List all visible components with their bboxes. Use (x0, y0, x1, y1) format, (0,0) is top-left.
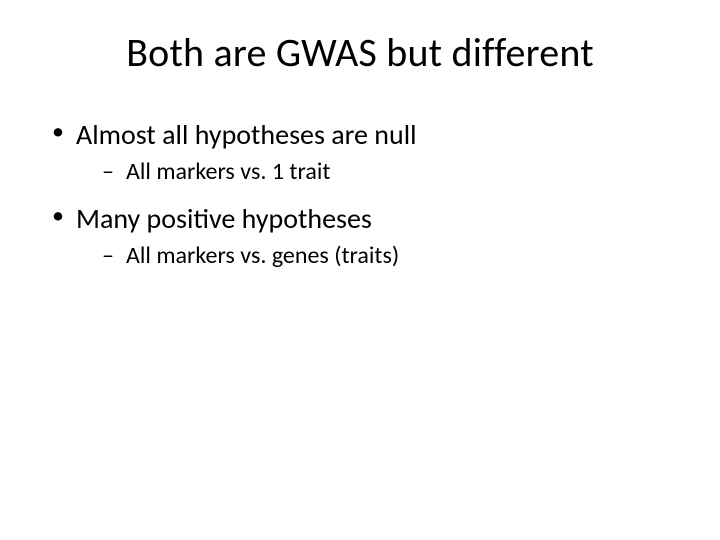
slide-title: Both are GWAS but different (50, 28, 670, 77)
sub-bullet-item: All markers vs. genes (traits) (76, 240, 670, 271)
sub-bullet-text: All markers vs. 1 trait (126, 157, 330, 186)
bullet-item: Almost all hypotheses are null All marke… (50, 117, 670, 187)
slide: Both are GWAS but different Almost all h… (0, 0, 720, 540)
bullet-list: Almost all hypotheses are null All marke… (50, 117, 670, 271)
bullet-item: Many positive hypotheses All markers vs.… (50, 201, 670, 271)
sub-bullet-item: All markers vs. 1 trait (76, 156, 670, 187)
bullet-text: Many positive hypotheses (76, 201, 372, 236)
sub-bullet-list: All markers vs. 1 trait (76, 156, 670, 187)
bullet-text: Almost all hypotheses are null (76, 117, 417, 152)
sub-bullet-list: All markers vs. genes (traits) (76, 240, 670, 271)
sub-bullet-text: All markers vs. genes (traits) (126, 241, 399, 270)
